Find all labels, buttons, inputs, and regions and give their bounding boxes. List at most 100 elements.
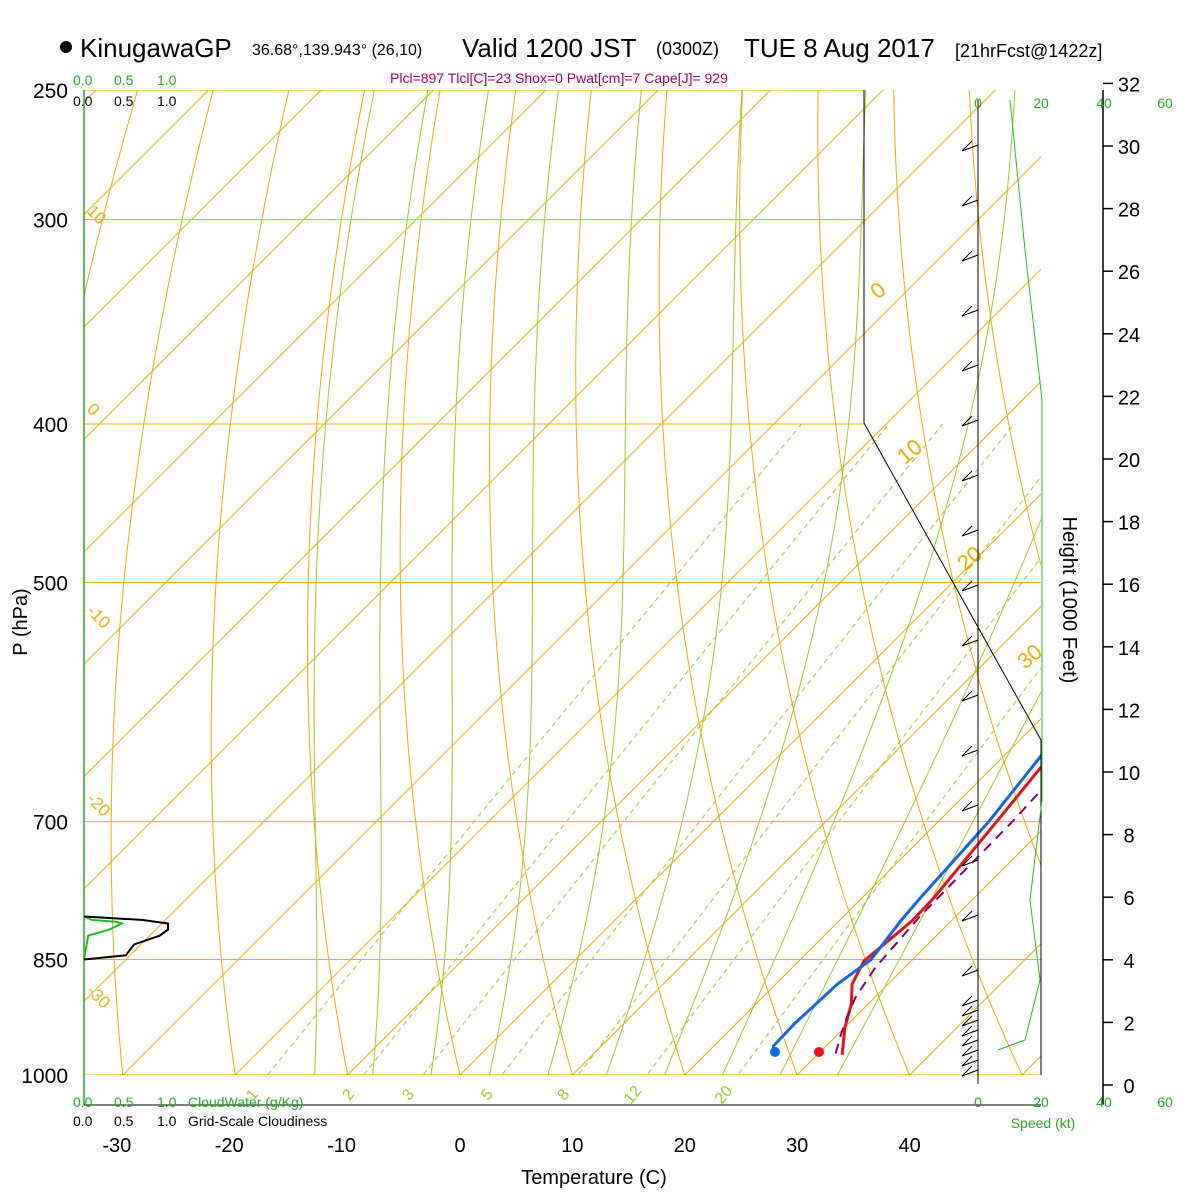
- moist-adiabat-5: [488, 90, 559, 1075]
- wind-speed-top-60: 60: [1157, 95, 1173, 111]
- wind-barb: [961, 1045, 979, 1057]
- mixing-ratio-3: [422, 423, 944, 1075]
- wind-speed-line: [997, 99, 1043, 1051]
- cloud-scale-top-black-2: 1.0: [157, 93, 177, 109]
- cloud-scale-bottom-black-2: 1.0: [157, 1113, 177, 1129]
- temperature-profile: [840, 764, 1041, 1055]
- height-tick: 26: [1118, 262, 1140, 284]
- height-tick: 4: [1123, 951, 1134, 973]
- height-tick: 28: [1118, 200, 1140, 222]
- wind-barb: [961, 1055, 979, 1067]
- pressure-tick-250: 250: [33, 80, 68, 103]
- wind-barb: [961, 910, 979, 922]
- mixing-ratio-5: [501, 423, 1015, 1075]
- wind-speed-bottom-60: 60: [1157, 1094, 1173, 1110]
- isotherm--60: [84, 90, 772, 778]
- temperature-axis-label: Temperature (C): [521, 1167, 667, 1189]
- cloud-scale-bottom-green-1: 0.5: [114, 1094, 134, 1110]
- isotherm-30: [796, 830, 1041, 1075]
- wind-barb: [961, 690, 979, 702]
- wind-barb: [961, 580, 979, 592]
- wind-barb: [961, 635, 979, 647]
- wind-barb: [961, 800, 979, 812]
- cloud-scale-top-black-0: 0.0: [73, 93, 93, 109]
- wind-barb: [961, 995, 979, 1007]
- station-name: KinugawaGP: [80, 33, 232, 63]
- valid-date: TUE 8 Aug 2017: [744, 33, 935, 63]
- cloud-scale-bottom-black-0: 0.0: [73, 1113, 93, 1129]
- moist-adiabat-20: [663, 90, 867, 1075]
- dry-adiabat-40: [739, 90, 911, 1075]
- dry-adiabat--20: [210, 90, 290, 1075]
- dry-adiabat-20: [575, 90, 686, 1075]
- cloud-scale-bottom-green-2: 1.0: [157, 1094, 177, 1110]
- wind-barb: [961, 195, 979, 207]
- wind-speed-label: Speed (kt): [1011, 1115, 1076, 1131]
- valid-zulu: (0300Z): [656, 39, 719, 59]
- temperature-tick: 0: [454, 1135, 465, 1157]
- cloudwater-label: CloudWater (g/Kg): [188, 1094, 303, 1110]
- parcel-profile: [834, 788, 1041, 1054]
- height-tick: 8: [1123, 826, 1134, 848]
- height-axis-label: Height (1000 Feet): [1058, 517, 1080, 684]
- height-tick: 12: [1118, 700, 1140, 722]
- height-tick: 18: [1118, 513, 1140, 535]
- isotherm-10: [571, 605, 1041, 1075]
- dry-adiabat-30: [658, 90, 798, 1075]
- dewpoint-profile: [771, 753, 1041, 1056]
- moist-adiabat-15: [605, 90, 743, 1075]
- cloud-profile: [83, 915, 169, 961]
- wind-barb: [961, 1025, 979, 1037]
- wind-speed-bottom-40: 40: [1096, 1094, 1112, 1110]
- moist-adiabat--10: [313, 90, 375, 1075]
- isotherm-20: [684, 718, 1041, 1075]
- isotherm--90: [84, 90, 435, 441]
- isotherm--50: [84, 90, 884, 890]
- moist-adiabat--5: [372, 90, 429, 1075]
- cloud-scale-top-green-2: 1.0: [157, 72, 177, 88]
- cloud-scale-top-black-1: 0.5: [114, 93, 134, 109]
- wind-barb: [961, 305, 979, 317]
- wind-barb: [961, 855, 979, 867]
- mixing-ratio-1: [266, 423, 802, 1075]
- station-dot-icon: [60, 41, 72, 53]
- temperature-tick: -20: [215, 1135, 244, 1157]
- isotherm--70: [84, 90, 659, 665]
- isotherm--40: [84, 90, 997, 1003]
- height-tick: 2: [1123, 1013, 1134, 1035]
- moist-adiabat-0: [430, 90, 490, 1075]
- dry-adiabat-10: [489, 90, 573, 1075]
- cloud-scale-top-green-0: 0.0: [73, 72, 93, 88]
- station-coords: 36.68°,139.943° (26,10): [252, 42, 422, 59]
- moist-adiabat-35: [836, 690, 1041, 1075]
- height-tick: 22: [1118, 387, 1140, 409]
- wind-barbs: [961, 140, 979, 1077]
- temperature-tick: 30: [786, 1135, 808, 1157]
- mixing-ratio-2: [362, 423, 890, 1075]
- isotherm--30: [122, 156, 1041, 1075]
- moist-adiabat-10: [547, 90, 642, 1075]
- wind-barb: [961, 250, 979, 262]
- pressure-axis-label: P (hPa): [10, 588, 32, 655]
- wind-speed-top-20: 20: [1033, 95, 1049, 111]
- dry-adiabat-70: [968, 90, 1041, 568]
- valid-time: Valid 1200 JST: [462, 33, 637, 63]
- pressure-tick-500: 500: [33, 573, 68, 596]
- pressure-tick-850: 850: [33, 950, 68, 973]
- dry-adiabat-0: [399, 90, 461, 1075]
- height-tick: 30: [1118, 137, 1140, 159]
- wind-speed-bottom-0: 0: [974, 1094, 982, 1110]
- wind-speed-bottom-20: 20: [1033, 1094, 1049, 1110]
- cloud-water-line: [83, 915, 125, 960]
- isotherm--20: [234, 268, 1041, 1075]
- height-tick: 14: [1118, 638, 1140, 660]
- temperature-tick: 40: [898, 1135, 920, 1157]
- mixing-ratio-20: [737, 667, 1041, 1075]
- pressure-tick-700: 700: [33, 812, 68, 835]
- wind-barb: [961, 1005, 979, 1017]
- dry-adiabat-60: [893, 90, 1041, 867]
- dry-adiabat--10: [307, 90, 366, 1075]
- wind-barb: [961, 140, 979, 152]
- wind-barb: [961, 415, 979, 427]
- wind-barb: [961, 1065, 979, 1077]
